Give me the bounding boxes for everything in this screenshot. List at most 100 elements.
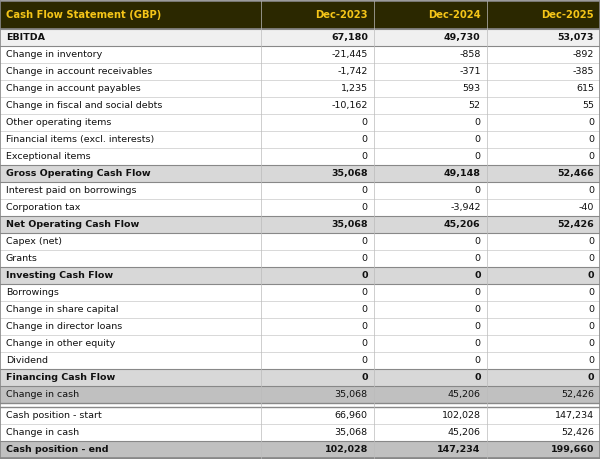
Bar [487,182,600,199]
Bar [261,148,374,165]
Text: -1,742: -1,742 [337,67,368,76]
Text: 52,466: 52,466 [557,169,594,179]
Text: Change in share capital: Change in share capital [6,305,119,314]
Bar [487,285,600,302]
Bar [0,131,261,148]
Bar [374,369,487,386]
Text: 0: 0 [475,186,481,196]
Bar [374,63,487,80]
Text: Change in fiscal and social debts: Change in fiscal and social debts [6,101,163,110]
Text: Net Operating Cash Flow: Net Operating Cash Flow [6,220,139,230]
Bar [261,353,374,369]
Bar [487,386,600,403]
Bar [261,29,374,46]
Bar [374,97,487,114]
Text: 147,234: 147,234 [555,411,594,420]
Text: 66,960: 66,960 [335,411,368,420]
Text: Change in account receivables: Change in account receivables [6,67,152,76]
Text: Cash Flow Statement (GBP): Cash Flow Statement (GBP) [6,10,161,20]
Text: 0: 0 [588,339,594,348]
Text: 0: 0 [475,152,481,162]
Bar [0,114,261,131]
Bar [0,302,261,319]
Text: 0: 0 [588,152,594,162]
Bar [374,233,487,251]
Text: 0: 0 [475,322,481,331]
Text: 0: 0 [362,339,368,348]
Bar [261,302,374,319]
Bar [487,80,600,97]
Bar [374,285,487,302]
Text: 55: 55 [582,101,594,110]
Text: -385: -385 [572,67,594,76]
Bar [261,407,374,424]
Bar [0,251,261,268]
Text: -40: -40 [578,203,594,213]
Bar [487,251,600,268]
Bar [261,199,374,216]
Bar [487,216,600,233]
Bar [0,336,261,353]
Bar [261,424,374,441]
Bar [261,131,374,148]
Text: Change in director loans: Change in director loans [6,322,122,331]
Text: 45,206: 45,206 [448,428,481,437]
Bar [0,233,261,251]
Text: 0: 0 [361,374,368,382]
Text: Borrowings: Borrowings [6,288,59,297]
Text: 52,426: 52,426 [561,391,594,399]
Bar [487,1,600,29]
Text: 35,068: 35,068 [335,391,368,399]
Text: 0: 0 [361,271,368,280]
Text: 53,073: 53,073 [557,34,594,42]
Text: Change in other equity: Change in other equity [6,339,115,348]
Text: -892: -892 [572,50,594,59]
Bar [487,165,600,182]
Text: Change in cash: Change in cash [6,391,79,399]
Bar [374,353,487,369]
Bar [261,114,374,131]
Bar [374,29,487,46]
Text: Grants: Grants [6,254,38,263]
Text: Corporation tax: Corporation tax [6,203,80,213]
Text: 0: 0 [475,339,481,348]
Bar [0,1,261,29]
Bar [487,97,600,114]
Bar [0,386,261,403]
Text: 35,068: 35,068 [331,220,368,230]
Text: Interest paid on borrowings: Interest paid on borrowings [6,186,137,196]
Bar [0,268,261,285]
Text: 0: 0 [475,118,481,128]
Bar [0,199,261,216]
Bar [0,46,261,63]
Text: 0: 0 [588,186,594,196]
Bar [374,251,487,268]
Text: 0: 0 [588,237,594,246]
Text: 0: 0 [362,237,368,246]
Bar [374,199,487,216]
Bar [261,251,374,268]
Bar [487,233,600,251]
Bar [374,336,487,353]
Bar [261,336,374,353]
Text: 615: 615 [576,84,594,93]
Bar [487,46,600,63]
Bar [487,336,600,353]
Text: Dec-2023: Dec-2023 [316,10,368,20]
Text: 0: 0 [474,374,481,382]
Text: 102,028: 102,028 [325,445,368,454]
Text: 45,206: 45,206 [448,391,481,399]
Text: 0: 0 [362,135,368,145]
Bar [487,131,600,148]
Bar [261,63,374,80]
Text: Cash position - end: Cash position - end [6,445,109,454]
Text: 0: 0 [362,305,368,314]
Text: 35,068: 35,068 [335,428,368,437]
Text: 0: 0 [362,356,368,365]
Bar [487,302,600,319]
Bar [487,199,600,216]
Bar [487,114,600,131]
Text: 0: 0 [588,288,594,297]
Bar [0,369,261,386]
Bar [374,386,487,403]
